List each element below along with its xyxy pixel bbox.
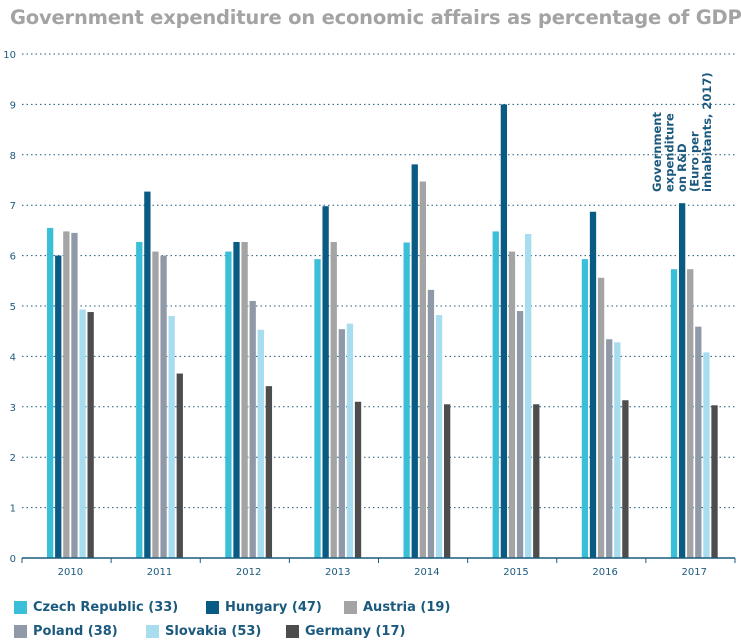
y-tick-label-5: 5 xyxy=(10,302,16,313)
legend-item-germany: Germany (17) xyxy=(286,624,405,639)
y-tick-label-4: 4 xyxy=(10,352,16,363)
legend-item-hungary: Hungary (47) xyxy=(206,600,322,615)
bar-czech-republic-2015 xyxy=(492,231,499,558)
x-tick-label-2013: 2013 xyxy=(325,567,350,578)
x-axis: 2010 2011 2012 2013 2014 2015 2016 2017 xyxy=(21,557,736,578)
legend-swatch-poland xyxy=(14,625,27,638)
legend-label-austria: Austria (19) xyxy=(363,600,451,615)
legend-item-poland: Poland (38) xyxy=(14,624,118,639)
legend-swatch-austria xyxy=(344,601,357,614)
bar-slovakia-2012 xyxy=(257,329,264,558)
legend-swatch-germany xyxy=(286,625,299,638)
bar-czech-republic-2011 xyxy=(136,241,143,558)
bar-germany-2012 xyxy=(265,386,273,558)
bar-poland-2013 xyxy=(338,329,345,558)
bar-poland-2012 xyxy=(249,300,256,558)
bar-austria-2012 xyxy=(241,241,248,558)
bar-poland-2016 xyxy=(606,339,613,558)
bar-slovakia-2015 xyxy=(525,233,532,559)
bar-poland-2011 xyxy=(160,255,167,558)
bar-austria-2011 xyxy=(152,251,159,558)
bar-czech-republic-2010 xyxy=(47,227,54,558)
bar-germany-2014 xyxy=(444,404,451,558)
y-tick-label-2: 2 xyxy=(10,453,16,464)
legend-item-slovakia: Slovakia (53) xyxy=(146,624,261,639)
bar-hungary-2014 xyxy=(411,164,418,558)
bar-czech-republic-2016 xyxy=(581,259,589,558)
bar-germany-2010 xyxy=(87,312,94,558)
annotation-line-1: expenditure xyxy=(663,113,677,192)
bar-slovakia-2016 xyxy=(614,342,621,558)
annotation-line-2: on R&D xyxy=(675,143,689,192)
bar-germany-2015 xyxy=(533,404,540,558)
x-tick-label-2012: 2012 xyxy=(236,567,261,578)
bar-slovakia-2014 xyxy=(435,315,443,558)
y-tick-label-10: 10 xyxy=(3,50,16,61)
bar-germany-2013 xyxy=(354,401,362,558)
annotation-line-0: Government xyxy=(650,112,664,192)
legend-label-slovakia: Slovakia (53) xyxy=(165,624,262,639)
bar-poland-2015 xyxy=(516,311,524,558)
bar-slovakia-2017 xyxy=(703,352,710,558)
legend-label-czech-republic: Czech Republic (33) xyxy=(33,600,179,615)
x-tick-label-2011: 2011 xyxy=(147,567,172,578)
bar-hungary-2013 xyxy=(322,206,329,558)
x-tick-label-2016: 2016 xyxy=(592,567,617,578)
x-tick-label-2010: 2010 xyxy=(58,567,83,578)
legend-swatch-czech-republic xyxy=(14,601,27,614)
bar-austria-2010 xyxy=(63,231,70,558)
bar-germany-2011 xyxy=(176,373,183,558)
legend-label-germany: Germany (17) xyxy=(305,624,406,639)
bar-hungary-2015 xyxy=(500,104,508,559)
y-tick-label-0: 0 xyxy=(10,554,16,565)
bar-slovakia-2010 xyxy=(79,309,86,558)
y-tick-label-8: 8 xyxy=(10,151,16,162)
bars xyxy=(47,104,718,559)
x-tick-label-2017: 2017 xyxy=(682,567,707,578)
y-tick-label-9: 9 xyxy=(10,100,16,111)
annotation-line-4: inhabitants, 2017) xyxy=(700,72,714,192)
bar-hungary-2012 xyxy=(233,241,240,558)
bar-austria-2014 xyxy=(419,181,426,558)
bar-czech-republic-2017 xyxy=(670,269,678,558)
bar-hungary-2016 xyxy=(589,211,597,558)
bar-poland-2010 xyxy=(71,232,78,559)
x-tick-label-2015: 2015 xyxy=(503,567,528,578)
y-tick-label-6: 6 xyxy=(10,252,16,263)
bar-austria-2016 xyxy=(597,277,605,558)
x-tick-label-2014: 2014 xyxy=(414,567,439,578)
chart-title: Government expenditure on economic affai… xyxy=(10,6,741,29)
y-tick-label-3: 3 xyxy=(10,403,16,414)
legend-swatch-slovakia xyxy=(146,625,159,638)
legend-item-austria: Austria (19) xyxy=(344,600,450,615)
y-tick-label-7: 7 xyxy=(10,201,16,212)
bar-slovakia-2013 xyxy=(346,323,354,558)
bar-czech-republic-2012 xyxy=(225,251,232,558)
bar-poland-2014 xyxy=(427,289,435,558)
legend-swatch-hungary xyxy=(206,601,219,614)
bar-austria-2015 xyxy=(508,251,516,558)
bar-hungary-2010 xyxy=(55,255,62,558)
legend-label-hungary: Hungary (47) xyxy=(225,600,322,615)
bar-slovakia-2011 xyxy=(168,316,175,558)
bar-germany-2017 xyxy=(711,405,718,558)
bar-germany-2016 xyxy=(622,400,629,558)
y-axis-ticks: 0 1 2 3 4 5 6 7 8 9 10 xyxy=(3,50,16,565)
y-tick-label-1: 1 xyxy=(10,504,16,515)
bar-czech-republic-2013 xyxy=(314,259,321,558)
bar-austria-2013 xyxy=(330,241,337,558)
bar-hungary-2011 xyxy=(144,191,151,559)
legend-item-czech-republic: Czech Republic (33) xyxy=(14,600,178,615)
annotation-line-3: (Euro per xyxy=(688,131,702,192)
bar-hungary-2017 xyxy=(678,203,686,558)
legend-label-poland: Poland (38) xyxy=(33,624,118,639)
bar-czech-republic-2014 xyxy=(403,242,410,558)
bar-austria-2017 xyxy=(687,269,694,558)
bar-poland-2017 xyxy=(695,326,702,558)
